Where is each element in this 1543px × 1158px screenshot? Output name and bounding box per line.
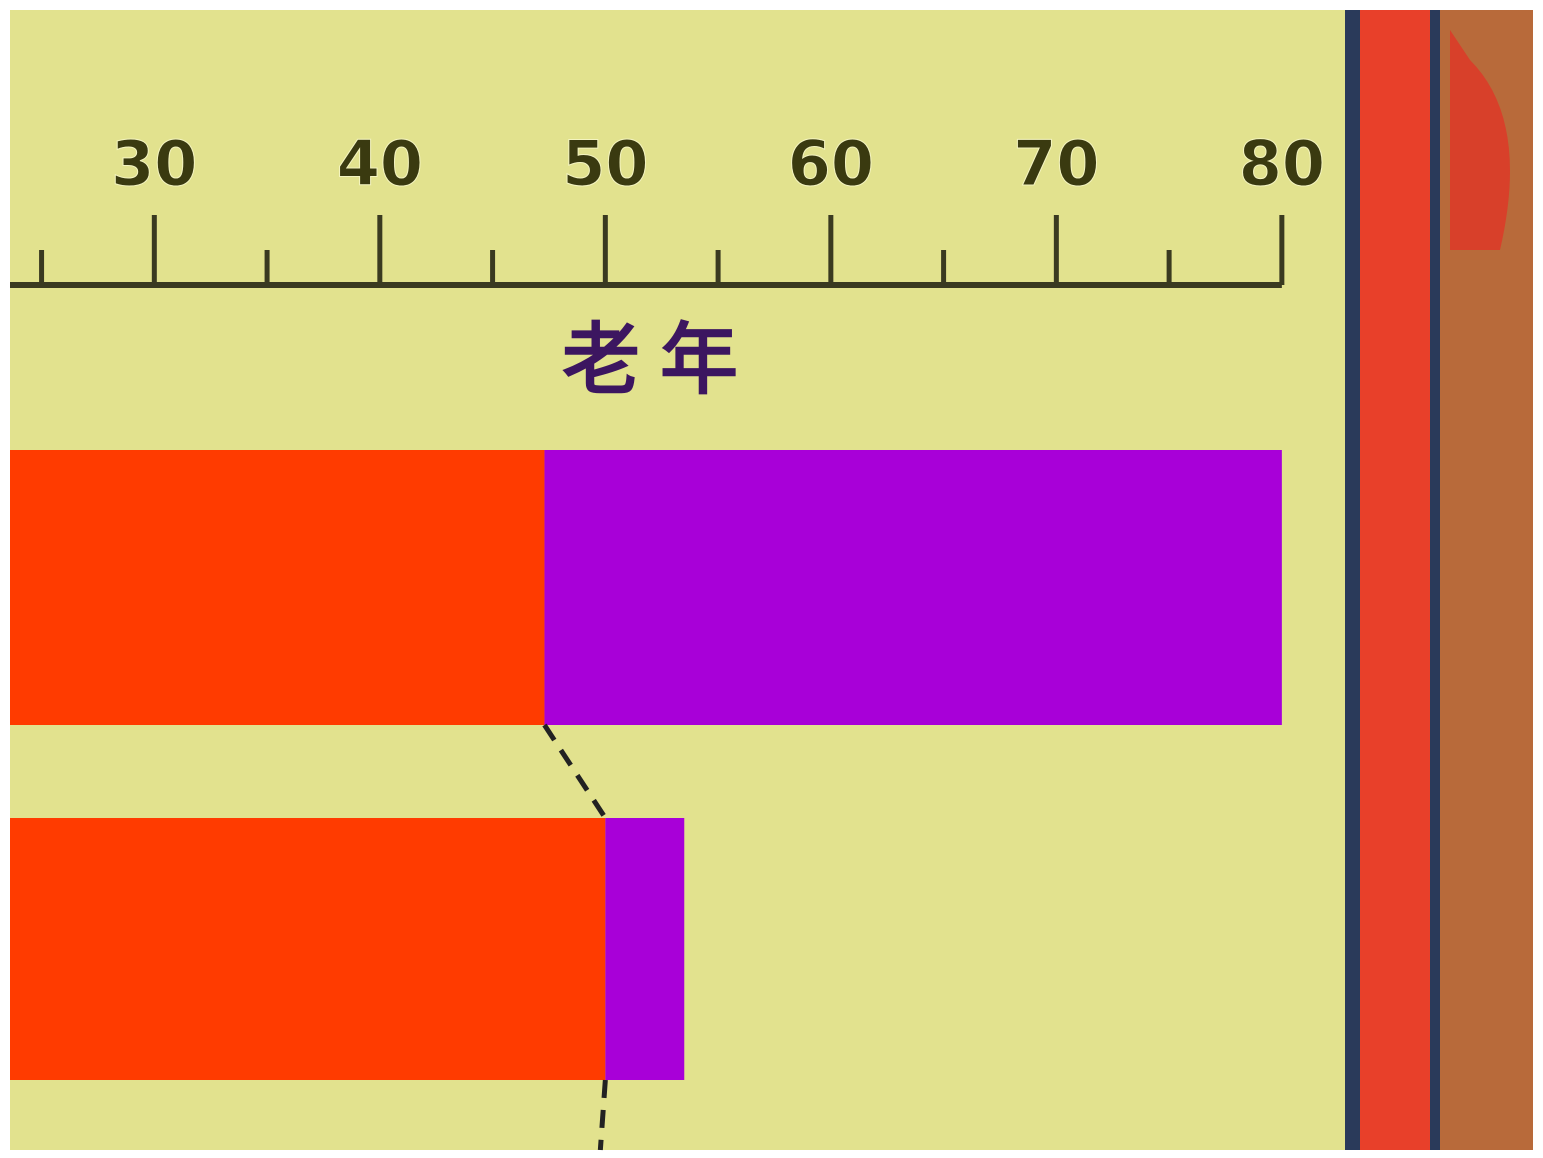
tv-side-shape [1450, 30, 1510, 250]
annotation: 老年 [562, 315, 758, 405]
tv-side-stripe [1360, 10, 1430, 1150]
x-tick-label: 80 [1239, 127, 1325, 200]
connector [542, 723, 608, 820]
x-tick-label: 50 [562, 127, 648, 200]
bar-segment [10, 450, 545, 725]
bar-segment [605, 818, 685, 1080]
connector [597, 1079, 608, 1151]
x-tick-label: 30 [111, 127, 197, 200]
x-tick-label: 40 [337, 127, 423, 200]
bar-segment [544, 450, 1282, 725]
bar-segment [10, 818, 606, 1080]
x-tick-label: 60 [788, 127, 874, 200]
plot: 30 40 50 60 70 80 [10, 127, 1325, 1151]
x-tick-label: 70 [1013, 127, 1099, 200]
